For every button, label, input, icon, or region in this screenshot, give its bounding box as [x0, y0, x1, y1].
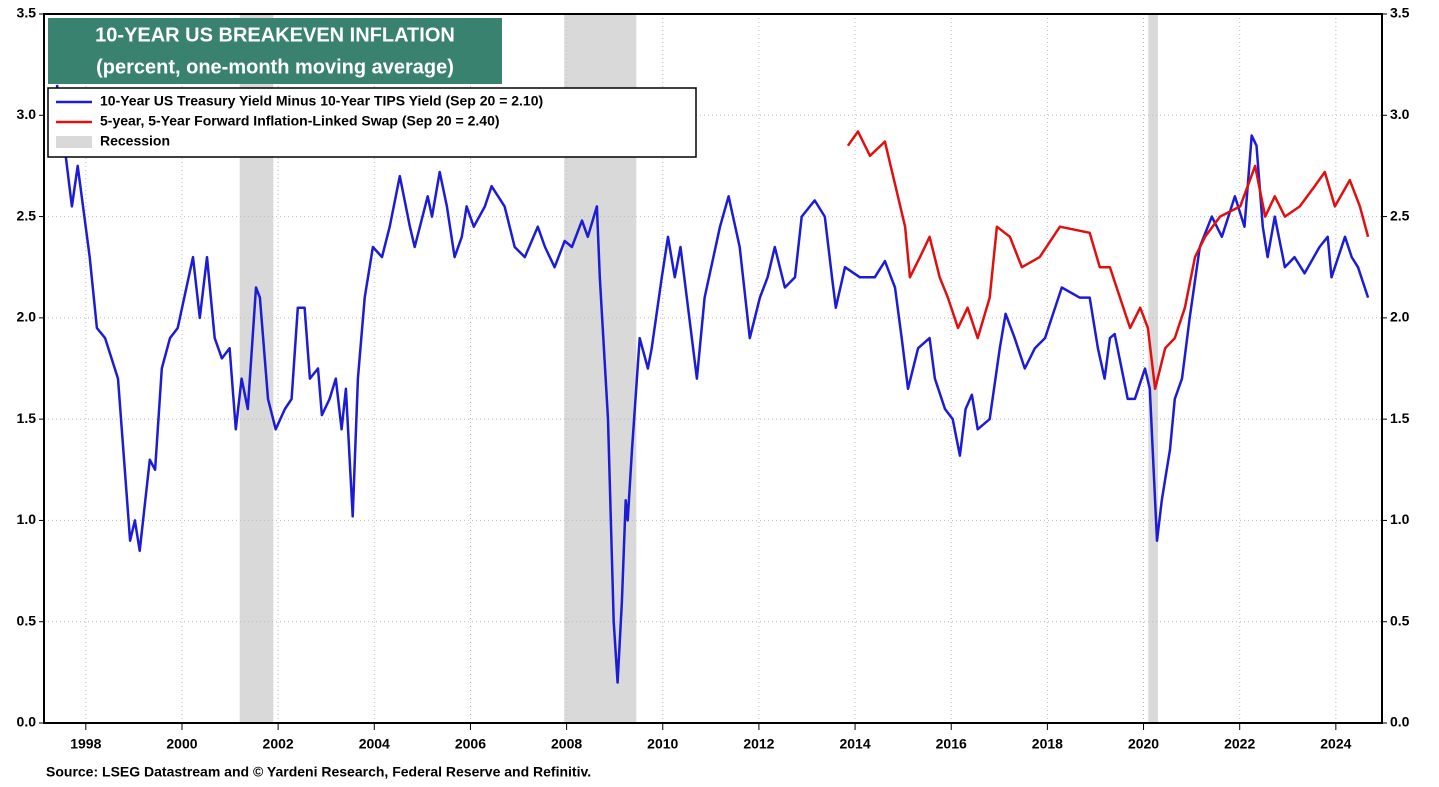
x-tick-label: 2016 [936, 736, 967, 752]
y-tick-label: 0.0 [17, 714, 37, 730]
y-tick-label: 0.5 [17, 612, 37, 628]
y2-tick-label: 2.0 [1390, 309, 1410, 325]
x-tick-label: 2008 [551, 736, 582, 752]
x-tick-label: 2022 [1224, 736, 1255, 752]
y2-tick-label: 3.5 [1390, 5, 1410, 21]
title-box [48, 18, 502, 84]
y-tick-label: 2.5 [17, 207, 37, 223]
y2-tick-label: 1.5 [1390, 410, 1410, 426]
legend: 10-Year US Treasury Yield Minus 10-Year … [47, 87, 697, 158]
y2-tick-label: 3.0 [1390, 106, 1410, 122]
y-tick-label: 1.5 [17, 410, 37, 426]
x-tick-label: 2014 [839, 736, 870, 752]
legend-label: Recession [100, 133, 170, 149]
y2-tick-label: 0.0 [1390, 714, 1410, 730]
x-tick-label: 2006 [455, 736, 486, 752]
legend-label: 10-Year US Treasury Yield Minus 10-Year … [100, 93, 543, 109]
legend-box [47, 87, 697, 158]
y-tick-label: 3.0 [17, 106, 37, 122]
x-tick-label: 2000 [166, 736, 197, 752]
x-tick-label: 2012 [743, 736, 774, 752]
legend-swatch [56, 136, 92, 148]
y-tick-label: 3.5 [17, 5, 37, 21]
x-tick-label: 2004 [359, 736, 390, 752]
y-tick-label: 2.0 [17, 309, 37, 325]
y2-tick-label: 0.5 [1390, 612, 1410, 628]
x-tick-label: 2020 [1128, 736, 1159, 752]
y2-tick-label: 1.0 [1390, 511, 1410, 527]
plot-frame [43, 13, 1383, 724]
x-tick-label: 2018 [1032, 736, 1063, 752]
chart-subtitle: (percent, one-month moving average) [96, 56, 454, 78]
y2-tick-label: 2.5 [1390, 207, 1410, 223]
series-line [55, 84, 1370, 684]
series-line [846, 130, 1370, 391]
y-tick-label: 1.0 [17, 511, 37, 527]
chart-title: 10-YEAR US BREAKEVEN INFLATION [95, 24, 455, 46]
x-tick-label: 2002 [263, 736, 294, 752]
source-note: Source: LSEG Datastream and © Yardeni Re… [46, 764, 591, 780]
x-tick-label: 1998 [70, 736, 101, 752]
legend-label: 5-year, 5-Year Forward Inflation-Linked … [100, 113, 500, 129]
x-tick-label: 2024 [1320, 736, 1351, 752]
x-tick-label: 2010 [647, 736, 678, 752]
